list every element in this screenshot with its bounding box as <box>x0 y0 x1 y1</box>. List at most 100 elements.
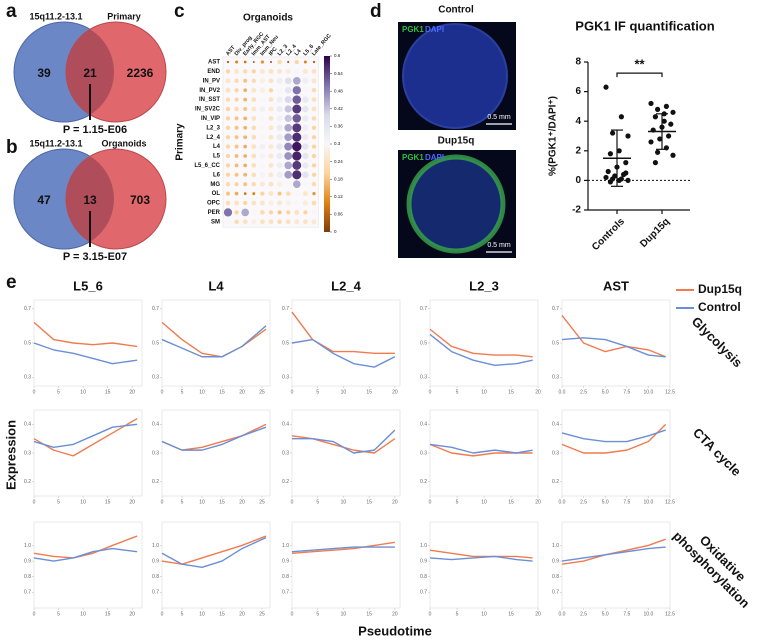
dot <box>225 181 231 187</box>
dot <box>259 134 266 140</box>
data-point <box>607 151 614 157</box>
dot <box>235 60 239 64</box>
data-point <box>663 103 670 109</box>
panel-frame <box>33 521 143 609</box>
dot <box>234 106 239 112</box>
x-tick-label: 0.0 <box>559 389 566 395</box>
x-tick-label: 10.0 <box>644 611 654 617</box>
dot <box>311 116 317 121</box>
x-tick-label: 12.5 <box>665 611 675 617</box>
dot <box>225 87 231 93</box>
dot <box>251 209 257 216</box>
y-tick-label: 0.5 <box>282 340 289 346</box>
y-tick-label: 0.8 <box>420 574 427 580</box>
y-tick-label: AST <box>208 60 220 66</box>
trend-line <box>561 546 666 562</box>
dot <box>302 124 309 131</box>
dot <box>285 68 291 74</box>
set-label: Primary <box>107 11 141 21</box>
trend-line <box>33 342 138 365</box>
x-tick-label: 20 <box>239 389 245 395</box>
dot <box>276 171 283 178</box>
trend-line <box>429 443 533 454</box>
y-tick-label: 0.4 <box>420 422 427 428</box>
dot <box>259 115 266 122</box>
dot <box>294 210 300 215</box>
x-tick-label: 10 <box>341 389 347 395</box>
dot <box>284 96 292 104</box>
trend-line <box>291 546 395 553</box>
x-tick-label: 20 <box>129 611 135 617</box>
y-tick-label: IN_SV2C <box>195 107 221 113</box>
x-tick-label: 5 <box>316 611 319 617</box>
dot <box>270 61 272 63</box>
legend-label: Dup15q <box>698 282 742 296</box>
dot <box>277 191 282 196</box>
dot <box>285 200 291 206</box>
y-tick-label: 1.0 <box>552 543 559 549</box>
trend-line <box>561 423 667 454</box>
dot <box>311 97 317 102</box>
x-tick-label: 10 <box>199 499 205 505</box>
dot <box>251 200 257 206</box>
y-tick-label: 0.7 <box>420 306 427 312</box>
colorbar-tick-label: 0.3 <box>334 141 341 146</box>
significance-bracket <box>616 72 663 78</box>
y-tick-label: 0.7 <box>152 590 159 596</box>
x-tick-label: 20 <box>239 499 245 505</box>
dot <box>302 77 309 84</box>
significance: ** <box>634 57 645 72</box>
dot <box>251 106 257 112</box>
y-tick-label: IN_SST <box>199 97 220 103</box>
x-tick-label: 10 <box>341 499 347 505</box>
dot <box>268 125 274 131</box>
data-point <box>605 168 611 175</box>
x-tick-label: 0 <box>429 499 432 505</box>
y-tick-label: 0.2 <box>282 479 289 485</box>
dot <box>234 78 239 84</box>
stain-label: DAPI <box>425 25 444 34</box>
dot <box>294 219 300 225</box>
y-tick-label: 0.7 <box>282 306 289 312</box>
y-tick-label: 0.5 <box>24 340 31 346</box>
dot <box>251 134 257 140</box>
x-tick-label: 5 <box>456 499 459 505</box>
x-tick-label: 10 <box>481 389 487 395</box>
x-tick-label: 20 <box>535 389 541 395</box>
dot <box>241 208 249 217</box>
trend-line <box>33 547 138 562</box>
x-tick-label: 20 <box>392 499 398 505</box>
dot <box>225 163 231 168</box>
dot <box>243 172 248 177</box>
dot <box>243 97 248 102</box>
dot <box>251 144 257 150</box>
y-tick-label: 1.0 <box>152 543 159 549</box>
x-tick-label: 10 <box>481 611 487 617</box>
dot <box>292 114 302 123</box>
y-tick-label: IN_PV <box>203 78 220 84</box>
dot <box>293 180 301 188</box>
dot <box>251 153 257 159</box>
dot <box>243 163 247 168</box>
x-tick-label: 7.5 <box>623 389 630 395</box>
y-tick-label: 0.5 <box>552 340 559 346</box>
y-tick-label: 0.9 <box>152 558 159 564</box>
trend-line <box>429 549 533 559</box>
dot <box>260 219 265 225</box>
x-tick-label: 10 <box>199 611 205 617</box>
dot <box>234 163 239 168</box>
y-tick-label: L6 <box>213 172 221 178</box>
x-axis-label: Pseudotime <box>358 623 432 638</box>
column-title: L5_6 <box>73 278 103 293</box>
colorbar-tick-label: 0.12 <box>334 194 343 199</box>
dot <box>251 163 257 168</box>
y-tick-label: 0.3 <box>420 375 427 381</box>
y-tick-label: L2_3 <box>206 125 220 131</box>
scale-label: 0.5 mm <box>487 242 511 249</box>
dot <box>311 219 317 225</box>
y-tick-label: 0.3 <box>420 450 427 456</box>
trend-line <box>33 417 138 457</box>
trend-line <box>33 535 138 559</box>
y-tick-label: L4 <box>213 144 221 150</box>
y-tick-label: 0.7 <box>24 306 31 312</box>
